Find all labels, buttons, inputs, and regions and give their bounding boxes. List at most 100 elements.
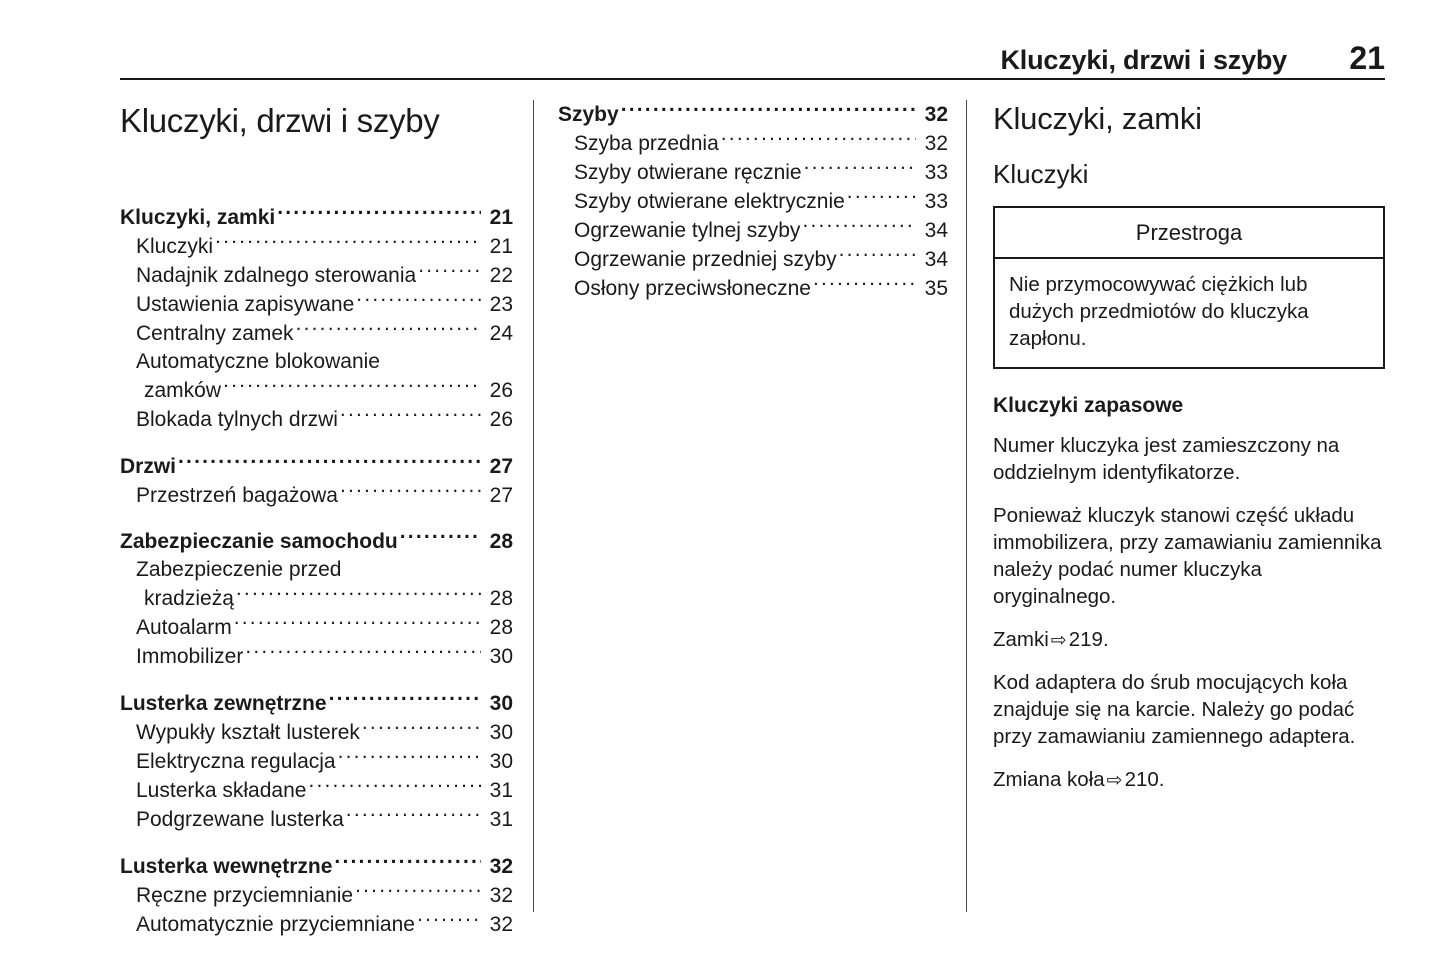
spare-keys-heading: Kluczyki zapasowe [993, 393, 1184, 417]
toc-dot-leader [329, 689, 481, 710]
toc-dot-leader [721, 129, 916, 150]
toc-dot-leader [296, 319, 481, 340]
toc-entry-page-number: 30 [489, 692, 513, 716]
paragraph-immobilizer: Ponieważ kluczyk stanowi część układu im… [993, 503, 1382, 608]
cross-reference-locks[interactable]: Zamki ⇨219. [993, 626, 1385, 653]
xref-page-wheel-change: 210. [1124, 768, 1165, 792]
toc-entry[interactable]: Szyby otwierane elektrycznie 33 [558, 187, 948, 216]
toc-entry[interactable]: Szyba przednia 32 [558, 129, 948, 158]
caution-box: Przestroga Nie przymocowywać ciężkich lu… [993, 206, 1385, 369]
toc-entry-page-number: 26 [489, 407, 513, 431]
toc-entry[interactable]: Zabezpieczanie samochodu 28 [120, 527, 513, 556]
toc-entry[interactable]: kradzieżą 28 [120, 584, 513, 613]
toc-entry[interactable]: Drzwi 27 [120, 452, 513, 481]
cross-reference-wheel-change[interactable]: Zmiana koła ⇨210. [993, 766, 1385, 793]
header-title: Kluczyki, drzwi i szyby [1000, 45, 1288, 75]
toc-entry[interactable]: Automatycznie przyciemniane 32 [120, 910, 513, 939]
toc-entry[interactable]: Kluczyki, zamki 21 [120, 203, 513, 232]
toc-entry[interactable]: Wypukły kształt lusterek 30 [120, 718, 513, 747]
toc-dot-leader [804, 158, 916, 179]
toc-entry-label: zamków [144, 378, 222, 402]
toc-entry-label: Szyby [558, 103, 619, 126]
paragraph-adapter-code: Kod adaptera do śrub mocujących koła zna… [993, 671, 1356, 749]
toc-entry-label: Centralny zamek [136, 321, 294, 345]
toc-entry[interactable]: Szyby otwierane ręcznie 33 [558, 158, 948, 187]
toc-dot-leader [223, 376, 481, 397]
toc-entry-label: Lusterka zewnętrzne [120, 692, 327, 716]
toc-entry[interactable]: Ręczne przyciemnianie 32 [120, 881, 513, 910]
toc-entry-label: Drzwi [120, 454, 177, 478]
toc-dot-leader [178, 452, 481, 473]
toc-entry[interactable]: Immobilizer 30 [120, 642, 513, 671]
toc-dot-leader [839, 245, 916, 266]
toc-entry-page-number: 28 [489, 587, 513, 611]
toc-entry-label: Ogrzewanie przedniej szyby [574, 247, 837, 271]
toc-dot-leader [277, 203, 481, 224]
toc-entry[interactable]: Osłony przeciwsłoneczne 35 [558, 274, 948, 303]
toc-entry-page-number: 30 [489, 721, 513, 744]
toc-entry-page-number: 32 [489, 883, 513, 907]
toc-dot-leader [621, 100, 916, 121]
toc-dot-leader [417, 910, 481, 931]
toc-entry-page-number: 22 [489, 264, 513, 288]
toc-entry[interactable]: Elektryczna regulacja 30 [120, 747, 513, 776]
toc-entry[interactable]: Zabezpieczenie przed [120, 556, 513, 584]
toc-entry-page-number: 28 [489, 616, 513, 640]
toc-dot-leader [340, 481, 481, 502]
toc-group: Drzwi 27 Przestrzeń bagażowa 27 [120, 452, 513, 510]
toc-entry[interactable]: zamków 26 [120, 376, 513, 405]
toc-entry[interactable]: Ogrzewanie przedniej szyby 34 [558, 245, 948, 274]
toc-entry[interactable]: Ustawienia zapisywane 23 [120, 290, 513, 319]
toc-dot-leader [215, 232, 481, 253]
toc-group: Szyby 32 Szyba przednia 32 Szyby otwierane r… [558, 100, 948, 302]
toc-entry-page-number: 21 [489, 206, 513, 230]
toc-group: Kluczyki, zamki21Kluczyki21Nadajnik zdal… [120, 203, 513, 433]
toc-entry[interactable]: Automatyczne blokowanie [120, 348, 513, 376]
toc-entry-label: kradzieżą [144, 587, 234, 611]
middle-column: Szyby 32 Szyba przednia 32 Szyby otwierane r… [558, 100, 948, 302]
toc-entry-page-number: 33 [924, 160, 948, 184]
toc-entry-label: Kluczyki [136, 235, 214, 259]
toc-entry-label: Automatycznie przyciemniane [136, 912, 415, 936]
toc-entry-page-number: 21 [489, 235, 513, 259]
toc-dot-leader [346, 805, 481, 826]
toc-entry-label: Blokada tylnych drzwi [136, 407, 338, 431]
toc-entry-page-number: 26 [489, 378, 513, 402]
toc-entry[interactable]: Podgrzewane lusterka 31 [120, 805, 513, 834]
toc-dot-leader [418, 261, 481, 282]
toc-entry-label: Ręczne przyciemnianie [136, 883, 354, 907]
toc-entry[interactable]: Lusterka składane 31 [120, 776, 513, 805]
toc-entry-label: Szyby otwierane elektrycznie [574, 189, 845, 213]
toc-entry[interactable]: Lusterka zewnętrzne 30 [120, 689, 513, 718]
page-running-header: Kluczyki, drzwi i szyby 21 [120, 40, 1385, 80]
xref-label-locks: Zamki [993, 627, 1049, 651]
toc-entry-page-number: 31 [489, 778, 513, 802]
table-of-contents-left: Kluczyki, zamki21Kluczyki21Nadajnik zdal… [120, 203, 513, 938]
toc-entry-label: Lusterka wewnętrzne [120, 854, 333, 878]
arrow-right-icon: ⇨ [1106, 769, 1123, 792]
toc-entry-label: Szyba przednia [574, 131, 719, 155]
toc-dot-leader [340, 405, 481, 426]
toc-entry[interactable]: Blokada tylnych drzwi 26 [120, 405, 513, 434]
toc-entry[interactable]: Nadajnik zdalnego sterowania 22 [120, 261, 513, 290]
toc-entry-page-number: 32 [924, 131, 948, 155]
column-divider-right [966, 100, 967, 912]
toc-entry-page-number: 31 [489, 807, 513, 831]
toc-entry-label: Podgrzewane lusterka [136, 807, 344, 831]
toc-entry[interactable]: Szyby 32 [558, 100, 948, 129]
toc-entry[interactable]: Przestrzeń bagażowa 27 [120, 481, 513, 510]
toc-entry-page-number: 23 [489, 293, 513, 317]
toc-dot-leader [234, 613, 481, 634]
toc-entry[interactable]: Kluczyki 21 [120, 232, 513, 261]
toc-entry-page-number: 32 [489, 912, 513, 936]
xref-label-wheel-change: Zmiana koła [993, 768, 1105, 792]
toc-entry[interactable]: Ogrzewanie tylnej szyby 34 [558, 216, 948, 245]
toc-entry[interactable]: Centralny zamek 24 [120, 319, 513, 348]
toc-entry-page-number: 35 [924, 276, 948, 300]
toc-entry[interactable]: Lusterka wewnętrzne 32 [120, 852, 513, 881]
toc-entry-label: Zabezpieczenie przed [136, 558, 342, 582]
caution-text: Nie przymocowywać ciężkich lub dużych pr… [1009, 273, 1309, 351]
toc-entry[interactable]: Autoalarm 28 [120, 613, 513, 642]
toc-dot-leader [334, 852, 481, 873]
